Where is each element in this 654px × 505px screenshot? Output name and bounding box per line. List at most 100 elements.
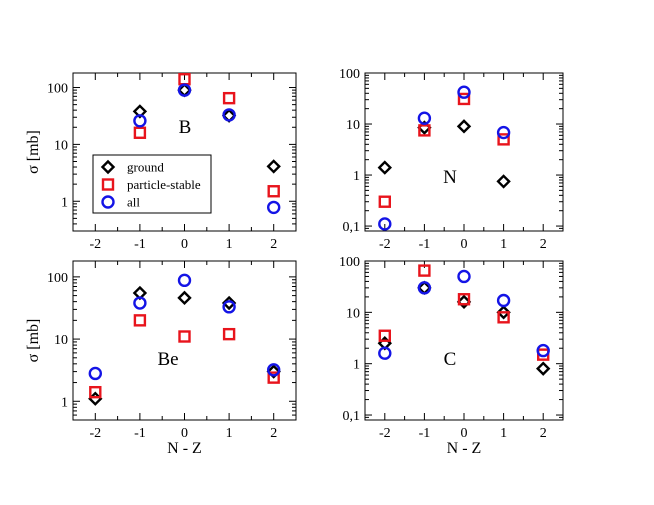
panel-label: C (444, 349, 457, 370)
x-tick-label: -2 (379, 426, 391, 441)
panel-be: -2 -1 0 1 2 1 10 100 Be σ [mb] N - Z (25, 260, 297, 457)
data-point-particle-stable (497, 133, 510, 146)
legend-label: particle-stable (127, 177, 201, 192)
x-tick-label: -2 (379, 237, 391, 252)
legend-marker-ground (100, 159, 116, 175)
data-point-all (177, 83, 192, 97)
x-tick-label: 0 (181, 426, 188, 441)
x-tick-label: -1 (419, 237, 431, 252)
x-tick-label: 1 (500, 237, 507, 252)
data-point-all (267, 363, 281, 377)
data-point-ground (221, 295, 237, 311)
data-point-particle-stable (418, 264, 431, 277)
data-point-all (177, 273, 192, 288)
y-tick-label: 10 (346, 118, 360, 133)
data-point-ground (496, 305, 511, 320)
x-tick-label: -2 (89, 426, 101, 441)
y-tick-label: 10 (346, 306, 360, 321)
data-point-particle-stable (178, 330, 191, 343)
data-point-particle-stable (378, 195, 391, 208)
data-point-all (133, 114, 147, 128)
data-point-all (267, 200, 281, 215)
x-tick-label: 1 (226, 237, 233, 252)
y-tick-label: 100 (47, 271, 68, 286)
data-point-ground (132, 104, 148, 119)
data-point-all (222, 108, 236, 122)
plot-frame (364, 260, 564, 421)
x-tick-label: 0 (461, 426, 468, 441)
y-tick-label: 100 (339, 255, 360, 270)
data-point-all (88, 366, 103, 381)
data-point-ground (266, 159, 281, 174)
data-point-all (222, 300, 236, 314)
legend-label: ground (127, 160, 164, 175)
data-point-ground (266, 364, 281, 379)
data-point-all (378, 346, 392, 360)
data-point-ground (177, 290, 192, 306)
y-tick-label: 100 (47, 82, 68, 97)
y-tick-label: 1 (61, 395, 68, 410)
legend-marker-all (101, 195, 115, 209)
data-point-all (536, 343, 550, 358)
data-point-particle-stable (267, 371, 280, 384)
data-point-all (457, 269, 471, 284)
x-tick-label: -1 (419, 426, 431, 441)
y-tick-label: 1 (353, 358, 360, 373)
legend-label: all (127, 195, 140, 210)
x-tick-label: -2 (89, 237, 101, 252)
data-point-ground (496, 174, 511, 189)
x-axis-label: N - Z (167, 440, 202, 457)
x-axis-label: N - Z (447, 440, 482, 457)
x-tick-label: 2 (270, 426, 277, 441)
y-tick-label: 0,1 (343, 409, 361, 424)
data-point-particle-stable (133, 314, 147, 327)
data-point-particle-stable (378, 329, 391, 342)
data-point-all (457, 85, 471, 99)
data-point-ground (456, 119, 472, 134)
x-tick-label: 0 (181, 237, 188, 252)
legend-marker-particle_stable (101, 178, 115, 191)
y-tick-label: 1 (61, 195, 68, 210)
data-point-ground (536, 361, 551, 376)
y-axis-label: σ [mb] (25, 130, 42, 174)
panel-n: -2 -1 0 1 2 0,1 1 10 100 N (339, 67, 564, 252)
data-point-particle-stable (457, 92, 471, 106)
data-point-particle-stable (497, 311, 510, 324)
x-tick-label: -1 (134, 237, 146, 252)
data-point-ground (377, 160, 392, 175)
x-tick-label: -1 (134, 426, 146, 441)
data-point-all (133, 296, 147, 310)
data-point-particle-stable (267, 185, 280, 198)
data-point-particle-stable (418, 124, 431, 137)
panel-c: -2 -1 0 1 2 0,1 1 10 100 C N - Z (339, 255, 564, 457)
panel-b: -2 -1 0 1 2 1 10 100 Bσ [mb] ground particle-stabl… (25, 72, 297, 252)
y-tick-label: 1 (353, 169, 360, 184)
data-point-all (378, 217, 392, 231)
data-point-all (496, 293, 511, 308)
y-tick-label: 10 (54, 138, 68, 153)
data-point-all (417, 281, 432, 295)
y-tick-label: 100 (339, 67, 360, 82)
panel-label: N (443, 167, 457, 188)
y-tick-label: 0,1 (343, 220, 361, 235)
legend: ground particle-stable all (92, 154, 212, 214)
data-point-all (496, 125, 511, 140)
data-point-particle-stable (89, 385, 102, 399)
x-tick-label: 2 (540, 237, 547, 252)
data-point-all (417, 111, 432, 125)
x-tick-label: 1 (500, 426, 507, 441)
y-axis-label: σ [mb] (25, 319, 42, 363)
x-tick-label: 2 (540, 426, 547, 441)
panel-label: Be (157, 349, 178, 370)
y-tick-label: 10 (54, 333, 68, 348)
data-point-ground (456, 294, 472, 310)
x-tick-label: 1 (226, 426, 233, 441)
x-tick-label: 2 (270, 237, 277, 252)
data-point-particle-stable (133, 126, 147, 139)
data-point-particle-stable (222, 327, 236, 341)
x-tick-label: 0 (461, 237, 468, 252)
data-point-particle-stable (222, 91, 236, 105)
panel-label: B (179, 117, 192, 138)
data-point-particle-stable (457, 293, 471, 306)
